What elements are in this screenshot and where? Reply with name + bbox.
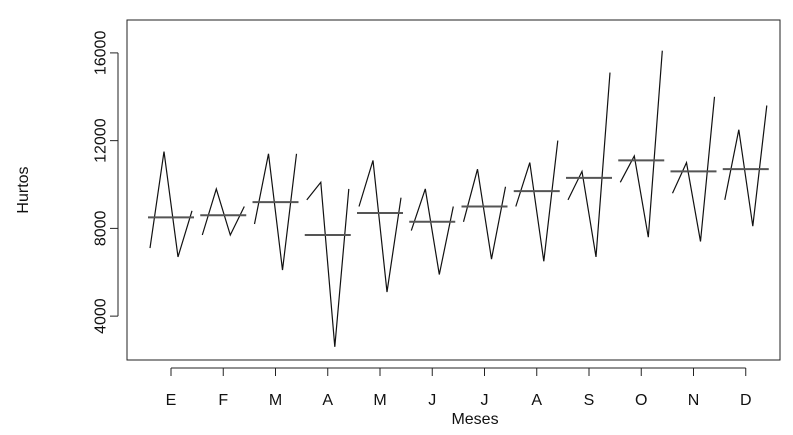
series-line-5 <box>410 188 454 275</box>
x-tick-label-8: S <box>584 392 595 409</box>
mean-layer <box>148 159 769 236</box>
series-line-4 <box>358 160 402 293</box>
y-tick-label-3: 16000 <box>93 31 110 76</box>
x-tick-label-0: E <box>166 392 177 409</box>
series-line-1 <box>201 186 245 237</box>
series-line-7 <box>515 140 559 262</box>
x-tick-label-11: D <box>740 392 752 409</box>
x-tick-label-2: M <box>269 392 282 409</box>
x-tick-label-6: J <box>481 392 489 409</box>
y-axis-title: Hurtos <box>15 166 32 213</box>
series-line-10 <box>671 96 716 242</box>
series-line-2 <box>253 153 298 271</box>
x-tick-label-10: N <box>688 392 700 409</box>
x-tick-label-9: O <box>635 392 647 409</box>
x-axis-title: Meses <box>451 411 498 428</box>
series-line-6 <box>462 169 507 260</box>
x-tick-label-5: J <box>428 392 436 409</box>
plot-area <box>126 19 781 361</box>
x-tick-label-7: A <box>531 392 542 409</box>
series-line-3 <box>306 180 350 347</box>
series-line-0 <box>149 151 193 258</box>
y-tick-label-0: 4000 <box>93 298 110 334</box>
series-line-11 <box>724 105 768 227</box>
series-line-8 <box>567 72 611 257</box>
x-tick-label-4: M <box>373 392 386 409</box>
series-layer <box>149 50 768 347</box>
x-tick-label-1: F <box>218 392 228 409</box>
y-tick-label-1: 8000 <box>93 210 110 246</box>
x-tick-label-3: A <box>322 392 333 409</box>
series-line-9 <box>619 50 663 238</box>
y-tick-label-2: 12000 <box>93 118 110 163</box>
y-axis: 4000 8000 12000 16000 <box>93 31 119 334</box>
